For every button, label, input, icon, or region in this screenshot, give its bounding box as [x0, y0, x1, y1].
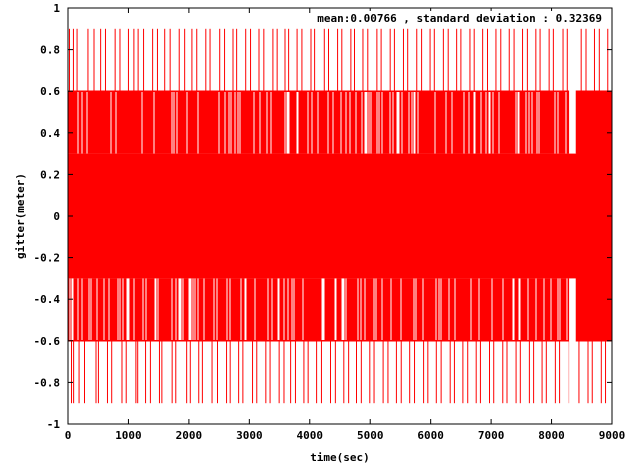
- x-axis-title: time(sec): [310, 451, 370, 464]
- stats-annotation: mean:0.00766 , standard deviation : 0.32…: [317, 12, 602, 25]
- x-tick-label: 7000: [478, 429, 505, 442]
- x-tick-label: 2000: [176, 429, 203, 442]
- x-tick-label: 4000: [297, 429, 324, 442]
- band-layer: [68, 153, 612, 279]
- y-tick-label: -0.8: [34, 376, 61, 389]
- y-tick-label: 0.4: [40, 127, 60, 140]
- y-tick-label: -0.6: [34, 335, 61, 348]
- y-axis-title: gitter(meter): [14, 173, 27, 259]
- tick-layer: 0 1000 2000 3000 4000 5000 6000 7000 8000 9000 -1 -…: [34, 2, 626, 442]
- y-tick-label: -0.2: [34, 252, 61, 265]
- x-tick-label: 5000: [357, 429, 384, 442]
- y-tick-label: -1: [47, 418, 61, 431]
- y-tick-label: 0.6: [40, 85, 60, 98]
- x-tick-label: 9000: [599, 429, 626, 442]
- y-tick-label: 0.2: [40, 168, 60, 181]
- x-tick-label: 1000: [115, 429, 142, 442]
- y-tick-label: -0.4: [34, 293, 61, 306]
- y-tick-label: 1: [53, 2, 60, 15]
- y-tick-label: 0: [53, 210, 60, 223]
- y-tick-label: 0.8: [40, 44, 60, 57]
- x-tick-label: 3000: [236, 429, 263, 442]
- x-tick-label: 6000: [417, 429, 444, 442]
- x-tick-label: 0: [65, 429, 72, 442]
- annotation-background: [314, 11, 605, 26]
- x-tick-label: 8000: [538, 429, 565, 442]
- jitter-band: [68, 153, 612, 279]
